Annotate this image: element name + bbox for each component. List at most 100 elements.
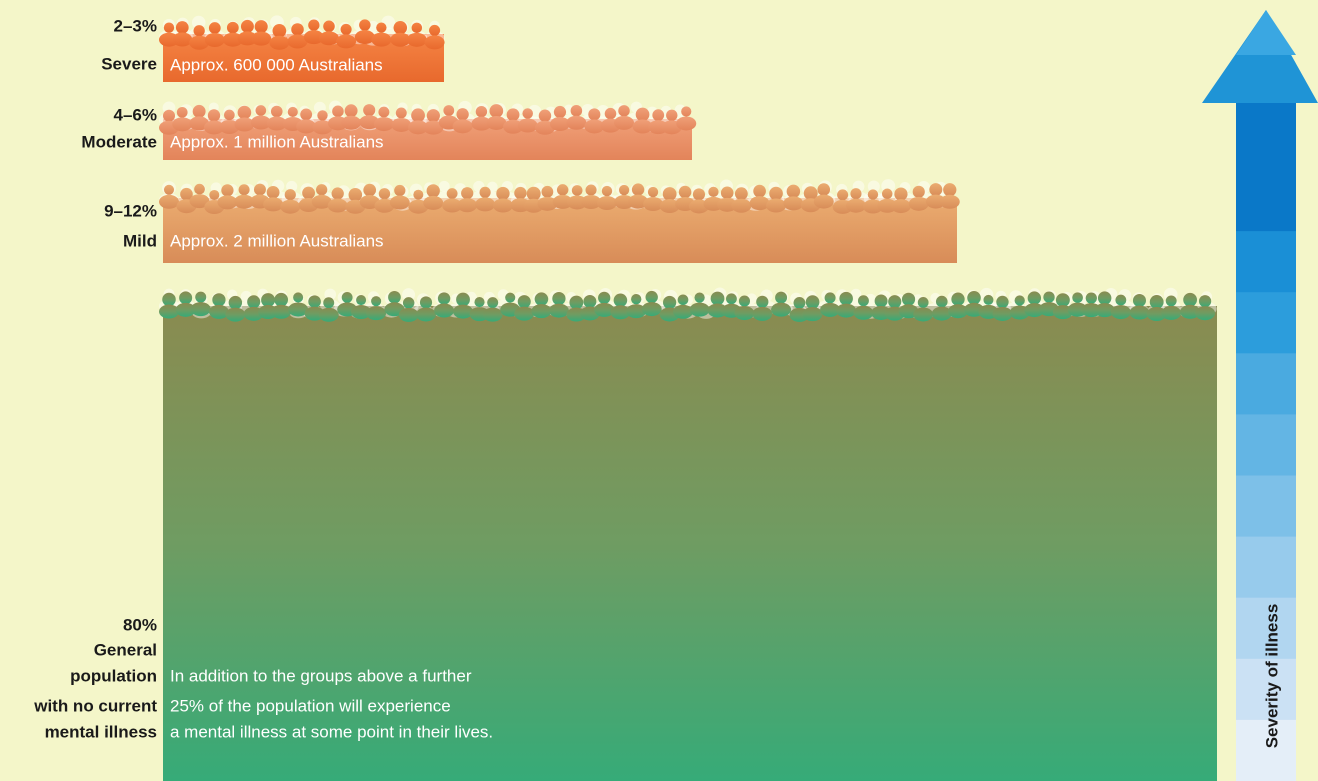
group-label: mental illness — [45, 722, 157, 741]
crowd-head — [618, 184, 630, 196]
crowd-head — [378, 188, 391, 200]
crowd-head — [769, 186, 783, 201]
crowd-head — [487, 297, 499, 309]
crowd-head — [1014, 295, 1025, 306]
crowd-shoulders — [318, 307, 339, 322]
crowd-head — [393, 20, 408, 35]
crowd-shoulders — [626, 304, 647, 319]
crowd-shoulders — [531, 304, 552, 319]
crowd-head — [912, 185, 925, 198]
crowd-shoulders — [203, 120, 224, 135]
crowd-head — [726, 293, 737, 305]
crowd-head — [270, 105, 283, 118]
crowd-head — [631, 294, 642, 305]
crowd-head — [193, 25, 205, 37]
crowd-head — [474, 297, 485, 308]
crowd-shoulders — [641, 302, 662, 317]
crowd-shoulders — [354, 30, 375, 45]
group-label: with no current — [33, 696, 157, 715]
crowd-head — [429, 24, 441, 36]
crowd-head — [635, 107, 650, 122]
crowd-shoulders — [442, 198, 463, 213]
crowd-head — [1027, 291, 1042, 305]
crowd-head — [496, 186, 510, 201]
crowd-shoulders — [288, 302, 309, 317]
crowd-shoulders — [610, 305, 631, 320]
crowd-shoulders — [374, 198, 395, 213]
crowd-shoulders — [312, 120, 333, 135]
crowd-shoulders — [406, 32, 427, 47]
crowd-shoulders — [862, 199, 883, 214]
crowd-head — [293, 292, 304, 303]
crowd-head — [395, 107, 407, 119]
crowd-head — [438, 180, 450, 192]
crowd-head — [324, 288, 337, 301]
arrow-head — [1202, 10, 1318, 103]
crowd-head — [323, 297, 335, 309]
severity-arrow — [1202, 10, 1318, 781]
crowd-head — [967, 291, 981, 305]
crowd-head — [534, 292, 549, 306]
crowd-shoulders — [482, 307, 503, 322]
crowd-shoulders — [771, 302, 792, 317]
crowd-head — [394, 184, 406, 197]
crowd-shoulders — [1110, 305, 1131, 320]
crowd-head — [666, 109, 678, 122]
crowd-shoulders — [503, 119, 524, 134]
crowd-shoulders — [514, 306, 535, 321]
crowd-head — [678, 185, 692, 199]
group-description: a mental illness at some point in their … — [170, 722, 493, 741]
crowd-head — [302, 186, 315, 200]
crowd-head — [195, 291, 207, 303]
group-description: Approx. 2 million Australians — [170, 231, 384, 250]
crowd-shoulders — [251, 31, 272, 46]
crowd-shoulders — [845, 198, 866, 213]
crowd-shoulders — [584, 119, 605, 134]
crowd-head — [308, 295, 321, 308]
crowd-shoulders — [517, 118, 538, 133]
crowd-head — [340, 23, 352, 35]
crowd-shoulders — [371, 32, 392, 47]
crowd-shoulders — [416, 307, 437, 322]
crowd-head — [378, 106, 390, 118]
crowd-head — [839, 291, 853, 306]
arrow-segment — [1236, 353, 1296, 415]
group-label: General — [94, 640, 157, 659]
crowd-shoulders — [853, 305, 874, 320]
crowd-head — [348, 188, 363, 202]
crowd-shoulders — [424, 35, 445, 50]
crowd-head — [180, 187, 193, 201]
crowd-head — [308, 19, 320, 31]
crowd-head — [647, 186, 659, 198]
crowd-head — [786, 184, 801, 199]
group-description: Approx. 1 million Australians — [170, 132, 384, 151]
crowd-head — [443, 105, 455, 116]
crowd-head — [601, 185, 613, 197]
arrow-segment — [1236, 414, 1296, 476]
crowd-head — [526, 186, 541, 201]
crowd-head — [734, 187, 748, 201]
group-percent: 9–12% — [104, 201, 157, 220]
group-label: population — [70, 666, 157, 685]
crowd-shoulders — [689, 302, 710, 317]
crowd-head — [553, 105, 567, 119]
crowd-head — [163, 184, 175, 195]
crowd-head — [613, 293, 628, 308]
arrow-segment — [1236, 475, 1296, 538]
crowd-shoulders — [250, 115, 271, 130]
crowd-shoulders — [172, 117, 193, 132]
crowd-head — [475, 105, 488, 118]
crowd-head — [224, 109, 235, 121]
crowd-head — [212, 293, 226, 307]
crowd-head — [287, 106, 298, 118]
crowd-head — [1097, 291, 1112, 305]
crowd-head — [1183, 292, 1197, 307]
crowd-head — [1132, 294, 1146, 308]
crowd-head — [331, 187, 344, 200]
crowd-head — [332, 105, 344, 118]
group-label: Severe — [101, 54, 157, 73]
crowd-shoulders — [222, 32, 243, 47]
crowd-head — [681, 106, 692, 117]
crowd-head — [341, 291, 353, 303]
crowd-head — [1043, 291, 1055, 303]
